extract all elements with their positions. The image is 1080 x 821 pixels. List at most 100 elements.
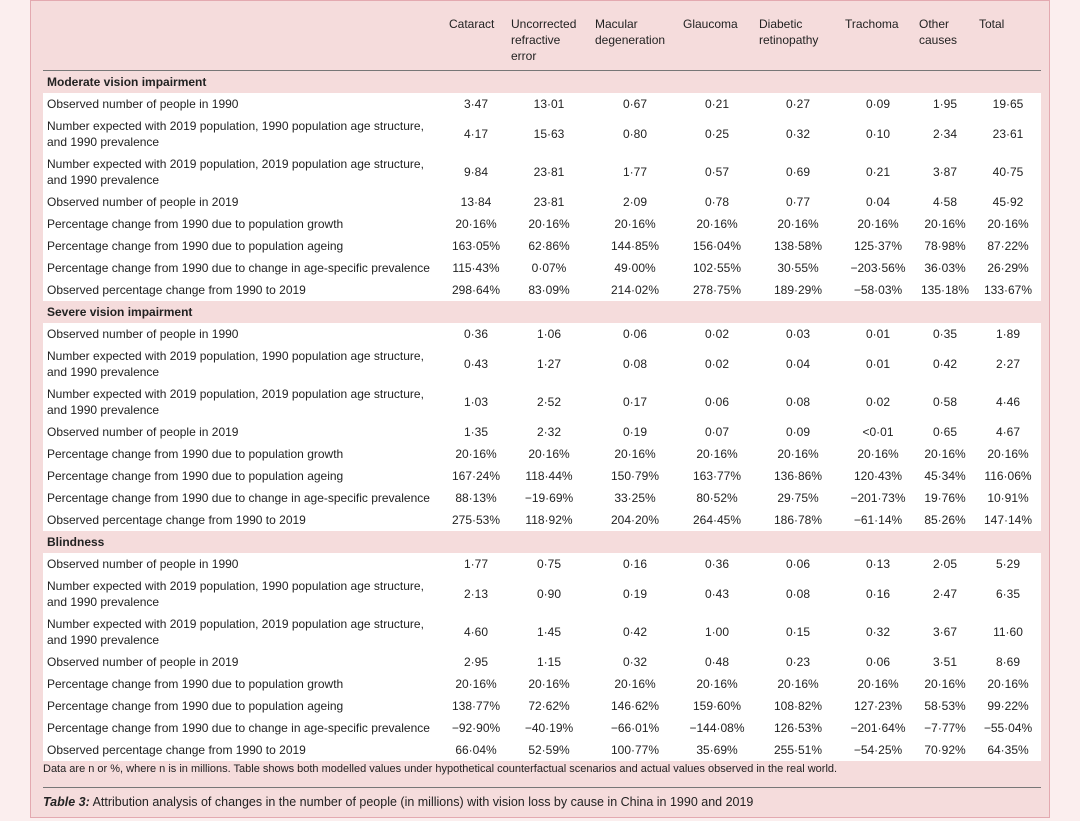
row-label: Percentage change from 1990 due to chang…: [43, 717, 445, 739]
cell: 52·59%: [507, 739, 591, 761]
caption-label: Table 3:: [43, 795, 90, 809]
cell: 78·98%: [915, 235, 975, 257]
cell: 36·03%: [915, 257, 975, 279]
cell: 2·47: [915, 575, 975, 613]
cell: 10·91%: [975, 487, 1041, 509]
cell: 108·82%: [755, 695, 841, 717]
cell: 45·34%: [915, 465, 975, 487]
cell: 20·16%: [507, 443, 591, 465]
cell: 1·77: [591, 153, 679, 191]
cell: 0·02: [679, 323, 755, 345]
cell: 35·69%: [679, 739, 755, 761]
cell: 2·13: [445, 575, 507, 613]
row-label: Observed number of people in 2019: [43, 191, 445, 213]
row-label: Observed percentage change from 1990 to …: [43, 509, 445, 531]
cell: 49·00%: [591, 257, 679, 279]
data-row: Number expected with 2019 population, 19…: [43, 115, 1041, 153]
cell: 2·34: [915, 115, 975, 153]
cell: 0·17: [591, 383, 679, 421]
caption-rule: [43, 787, 1041, 788]
cell: 5·29: [975, 553, 1041, 575]
cell: 23·61: [975, 115, 1041, 153]
cell: 20·16%: [915, 673, 975, 695]
cell: 20·16%: [591, 673, 679, 695]
cell: 70·92%: [915, 739, 975, 761]
cell: 20·16%: [445, 673, 507, 695]
cell: 1·89: [975, 323, 1041, 345]
cell: 100·77%: [591, 739, 679, 761]
data-row: Number expected with 2019 population, 20…: [43, 383, 1041, 421]
data-row: Observed number of people in 1990 0·36 1·0…: [43, 323, 1041, 345]
data-row: Percentage change from 1990 due to popul…: [43, 213, 1041, 235]
cell: 4·67: [975, 421, 1041, 443]
cell: 0·10: [841, 115, 915, 153]
row-label: Number expected with 2019 population, 20…: [43, 613, 445, 651]
row-label: Observed number of people in 1990: [43, 323, 445, 345]
cell: −40·19%: [507, 717, 591, 739]
cell: 83·09%: [507, 279, 591, 301]
cell: 20·16%: [975, 213, 1041, 235]
cell: 133·67%: [975, 279, 1041, 301]
cell: 1·03: [445, 383, 507, 421]
cell: 0·04: [755, 345, 841, 383]
column-header: Cataract: [445, 13, 507, 71]
data-row: Percentage change from 1990 due to popul…: [43, 673, 1041, 695]
cell: 1·06: [507, 323, 591, 345]
cell: 19·65: [975, 93, 1041, 115]
cell: 0·43: [679, 575, 755, 613]
column-header: Trachoma: [841, 13, 915, 71]
cell: 4·46: [975, 383, 1041, 421]
cell: 40·75: [975, 153, 1041, 191]
cell: 189·29%: [755, 279, 841, 301]
cell: 23·81: [507, 191, 591, 213]
row-label: Percentage change from 1990 due to popul…: [43, 235, 445, 257]
column-header: Other causes: [915, 13, 975, 71]
cell: 0·58: [915, 383, 975, 421]
cell: 85·26%: [915, 509, 975, 531]
row-label: Observed percentage change from 1990 to …: [43, 739, 445, 761]
cell: 0·08: [591, 345, 679, 383]
cell: 167·24%: [445, 465, 507, 487]
cell: 0·06: [591, 323, 679, 345]
cell: 126·53%: [755, 717, 841, 739]
cell: 136·86%: [755, 465, 841, 487]
cell: 23·81: [507, 153, 591, 191]
cell: 0·32: [841, 613, 915, 651]
cell: 120·43%: [841, 465, 915, 487]
cell: 0·02: [679, 345, 755, 383]
section-title: Blindness: [43, 531, 1041, 553]
cell: 1·45: [507, 613, 591, 651]
cell: 118·92%: [507, 509, 591, 531]
cell: 2·05: [915, 553, 975, 575]
data-row: Percentage change from 1990 due to chang…: [43, 487, 1041, 509]
data-row: Observed percentage change from 1990 to …: [43, 509, 1041, 531]
data-row: Number expected with 2019 population, 19…: [43, 345, 1041, 383]
column-header: Uncorrected refractive error: [507, 13, 591, 71]
cell: −55·04%: [975, 717, 1041, 739]
cell: 0·09: [841, 93, 915, 115]
row-label: Observed percentage change from 1990 to …: [43, 279, 445, 301]
cell: 3·67: [915, 613, 975, 651]
cell: 11·60: [975, 613, 1041, 651]
cell: 0·06: [841, 651, 915, 673]
row-label: Observed number of people in 2019: [43, 421, 445, 443]
cell: 0·42: [915, 345, 975, 383]
cell: 1·77: [445, 553, 507, 575]
cell: 0·35: [915, 323, 975, 345]
cell: 163·05%: [445, 235, 507, 257]
cell: 20·16%: [755, 443, 841, 465]
cell: 26·29%: [975, 257, 1041, 279]
caption-text: Attribution analysis of changes in the n…: [92, 795, 754, 809]
cell: 8·69: [975, 651, 1041, 673]
cell: 0·48: [679, 651, 755, 673]
cell: 204·20%: [591, 509, 679, 531]
column-header: Glaucoma: [679, 13, 755, 71]
section-title: Severe vision impairment: [43, 301, 1041, 323]
footnote: Data are n or %, where n is in millions.…: [43, 763, 838, 775]
cell: 0·07%: [507, 257, 591, 279]
cell: 0·02: [841, 383, 915, 421]
cell: 0·43: [445, 345, 507, 383]
cell: 138·77%: [445, 695, 507, 717]
cell: 0·19: [591, 421, 679, 443]
cell: 80·52%: [679, 487, 755, 509]
